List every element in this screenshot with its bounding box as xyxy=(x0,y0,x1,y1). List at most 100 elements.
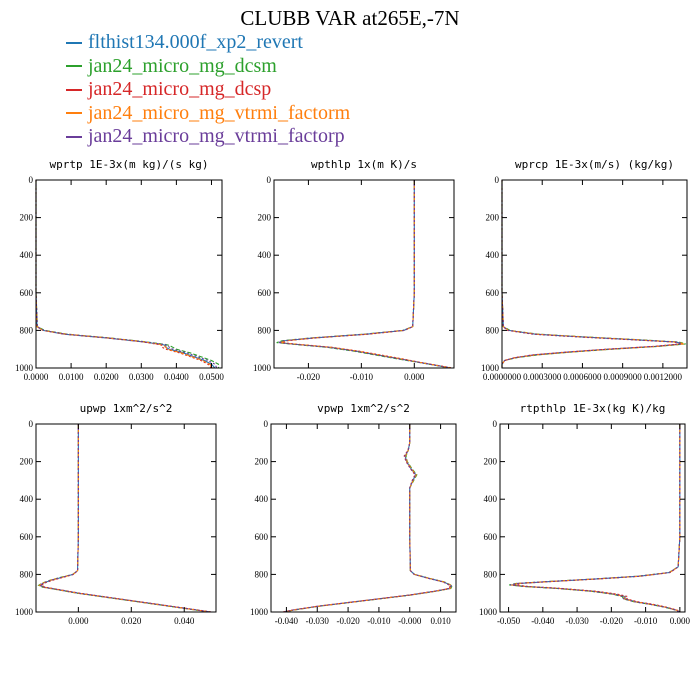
xtick-label-0-3: 0.0300 xyxy=(129,372,154,382)
xtick-label-4-2: -0.020 xyxy=(336,616,360,626)
ytick-label-3-3: 600 xyxy=(20,532,34,542)
legend-label-0: flthist134.000f_xp2_revert xyxy=(88,31,303,54)
ytick-label-0-3: 600 xyxy=(20,288,34,298)
series-line-1-0 xyxy=(279,180,452,369)
xtick-label-2-3: 0.0009000 xyxy=(604,372,643,382)
xtick-label-1-1: -0.010 xyxy=(350,372,374,382)
xtick-label-4-1: -0.030 xyxy=(306,616,330,626)
series-line-5-3 xyxy=(510,424,681,613)
panel-0: wprtp 1E-3x(m kg)/(s kg) 0 200 400 600 800 100… xyxy=(15,158,224,382)
series-line-2-3 xyxy=(501,180,685,368)
xtick-label-1-2: 0.000 xyxy=(404,372,425,382)
legend-item-1: jan24_micro_mg_dcsm xyxy=(66,55,350,79)
xtick-label-4-0: -0.040 xyxy=(275,616,299,626)
legend-item-2: jan24_micro_mg_dcsp xyxy=(66,78,350,102)
series-line-3-0 xyxy=(38,424,211,613)
panel-4: vpwp 1xm^2/s^2 0 200 400 600 800 1000 -0.040 -0.… xyxy=(250,402,457,626)
series-line-3-4 xyxy=(38,424,212,613)
panel-title-0: wprtp 1E-3x(m kg)/(s kg) xyxy=(50,158,209,171)
ytick-label-4-1: 200 xyxy=(255,457,269,467)
series-line-4-1 xyxy=(284,424,454,613)
series-line-3-1 xyxy=(37,424,210,613)
panel-frame-3 xyxy=(35,423,217,613)
panel-title-3: upwp 1xm^2/s^2 xyxy=(80,402,173,415)
series-line-5-0 xyxy=(511,424,681,613)
ytick-label-4-2: 400 xyxy=(255,494,269,504)
series-line-4-4 xyxy=(282,424,452,613)
series-line-1-2 xyxy=(281,180,453,369)
ytick-label-3-5: 1000 xyxy=(15,607,34,617)
series-line-2-1 xyxy=(501,180,686,368)
xtick-label-4-3: -0.010 xyxy=(367,616,391,626)
xtick-label-3-1: 0.020 xyxy=(121,616,142,626)
ytick-label-3-1: 200 xyxy=(20,457,34,467)
panel-frame-4 xyxy=(270,423,457,613)
xtick-label-2-1: 0.0003000 xyxy=(523,372,562,382)
xtick-label-2-2: 0.0006000 xyxy=(563,372,602,382)
xtick-label-0-5: 0.0500 xyxy=(199,372,224,382)
series-line-2-2 xyxy=(501,180,681,368)
ytick-label-2-2: 400 xyxy=(486,250,500,260)
series-line-4-3 xyxy=(283,424,453,613)
ytick-label-2-5: 1000 xyxy=(481,363,500,373)
ytick-label-1-2: 400 xyxy=(258,250,272,260)
ytick-label-2-0: 0 xyxy=(495,175,500,185)
ytick-label-4-4: 800 xyxy=(255,569,269,579)
xtick-label-2-4: 0.0012000 xyxy=(644,372,683,382)
legend-item-0: flthist134.000f_xp2_revert xyxy=(66,31,350,55)
panel-title-2: wprcp 1E-3x(m/s) (kg/kg) xyxy=(515,158,674,171)
ytick-label-3-2: 400 xyxy=(20,494,34,504)
legend-item-4: jan24_micro_mg_vtrmi_factorp xyxy=(66,125,350,149)
ytick-label-0-1: 200 xyxy=(20,213,34,223)
ytick-label-5-4: 800 xyxy=(484,569,498,579)
xtick-label-2-0: 0.0000000 xyxy=(483,372,522,382)
series-line-4-2 xyxy=(282,424,452,613)
panel-1: wpthlp 1x(m K)/s 0 200 400 600 800 1000 -0.020 -… xyxy=(253,158,455,382)
panel-title-1: wpthlp 1x(m K)/s xyxy=(311,158,417,171)
series-line-4-0 xyxy=(283,424,453,613)
xtick-label-5-5: 0.000 xyxy=(670,616,691,626)
xtick-label-5-1: -0.040 xyxy=(531,616,555,626)
ytick-label-3-0: 0 xyxy=(29,419,34,429)
ytick-label-5-3: 600 xyxy=(484,532,498,542)
ytick-label-1-5: 1000 xyxy=(253,363,272,373)
ytick-label-0-4: 800 xyxy=(20,325,34,335)
legend-label-1: jan24_micro_mg_dcsm xyxy=(88,54,277,77)
legend-label-2: jan24_micro_mg_dcsp xyxy=(88,78,272,101)
panel-3: upwp 1xm^2/s^2 0 200 400 600 800 1000 0.000 0.02… xyxy=(15,402,217,626)
ytick-label-5-1: 200 xyxy=(484,457,498,467)
series-line-3-3 xyxy=(38,424,211,613)
ytick-label-1-4: 800 xyxy=(258,325,272,335)
legend-swatch-0 xyxy=(66,41,82,44)
panel-5: rtpthlp 1E-3x(kg K)/kg02004006008001000-… xyxy=(479,402,690,626)
ytick-label-1-3: 600 xyxy=(258,288,272,298)
ytick-label-4-0: 0 xyxy=(264,419,269,429)
xtick-label-1-0: -0.020 xyxy=(297,372,321,382)
ytick-label-0-2: 400 xyxy=(20,250,34,260)
legend-swatch-2 xyxy=(66,88,82,91)
ytick-label-1-0: 0 xyxy=(267,175,272,185)
ytick-label-1-1: 200 xyxy=(258,213,272,223)
panel-frame-2 xyxy=(501,179,688,369)
series-line-1-3 xyxy=(280,180,452,369)
panel-frame-0 xyxy=(35,179,223,369)
xtick-label-4-5: 0.010 xyxy=(430,616,451,626)
series-line-0-3 xyxy=(35,180,214,369)
series-line-5-1 xyxy=(509,424,681,613)
series-line-1-4 xyxy=(278,180,451,369)
series-line-5-2 xyxy=(514,424,681,613)
series-line-1-1 xyxy=(276,180,451,369)
legend-item-3: jan24_micro_mg_vtrmi_factorm xyxy=(66,102,350,126)
series-line-2-4 xyxy=(501,180,684,368)
xtick-label-5-2: -0.030 xyxy=(565,616,589,626)
legend: flthist134.000f_xp2_revert jan24_micro_mg… xyxy=(66,31,350,149)
xtick-label-3-2: 0.040 xyxy=(174,616,195,626)
panel-2: wprcp 1E-3x(m/s) (kg/kg) 0 200 400 600 800 100… xyxy=(481,158,688,382)
series-line-2-0 xyxy=(501,180,684,368)
series-line-3-2 xyxy=(40,424,213,613)
ytick-label-0-0: 0 xyxy=(29,175,34,185)
xtick-label-5-3: -0.020 xyxy=(600,616,624,626)
series-line-5-4 xyxy=(510,424,681,613)
ytick-label-3-4: 800 xyxy=(20,569,34,579)
